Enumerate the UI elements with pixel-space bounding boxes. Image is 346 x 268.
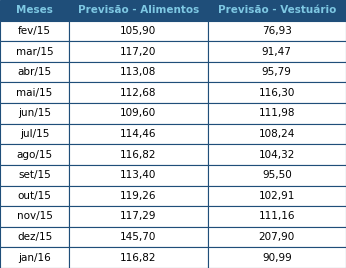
Bar [0,41,69,62]
Bar [0,247,69,268]
Text: jul/15: jul/15 [20,129,49,139]
Bar [0,103,69,124]
Bar [0,144,69,165]
Bar [0,165,69,185]
Bar [69,227,208,247]
Bar [0,124,69,144]
Bar [69,185,208,206]
Bar [0,62,69,83]
Bar [208,83,346,103]
Text: 112,68: 112,68 [120,88,157,98]
Text: mai/15: mai/15 [17,88,53,98]
Text: set/15: set/15 [18,170,51,180]
Bar [208,62,346,83]
Text: nov/15: nov/15 [17,211,53,221]
Text: 95,79: 95,79 [262,67,292,77]
Text: out/15: out/15 [18,191,52,201]
Text: mar/15: mar/15 [16,47,53,57]
Text: 76,93: 76,93 [262,26,292,36]
Bar [69,247,208,268]
Text: fev/15: fev/15 [18,26,51,36]
Text: 116,82: 116,82 [120,150,157,160]
Bar [208,247,346,268]
Bar [208,165,346,185]
Text: 207,90: 207,90 [259,232,295,242]
Text: 91,47: 91,47 [262,47,292,57]
Text: ago/15: ago/15 [17,150,53,160]
Text: dez/15: dez/15 [17,232,52,242]
Text: 109,60: 109,60 [120,108,156,118]
Text: 116,82: 116,82 [120,253,157,263]
Text: 104,32: 104,32 [258,150,295,160]
Text: 108,24: 108,24 [258,129,295,139]
Text: 117,29: 117,29 [120,211,157,221]
Bar [0,21,69,41]
Text: 145,70: 145,70 [120,232,157,242]
Bar [208,206,346,227]
Text: 119,26: 119,26 [120,191,157,201]
Bar [69,165,208,185]
Text: 105,90: 105,90 [120,26,156,36]
Bar [208,185,346,206]
Bar [69,103,208,124]
Bar [208,41,346,62]
Bar [69,21,208,41]
Text: Previsão - Alimentos: Previsão - Alimentos [78,5,199,15]
Bar [208,144,346,165]
Bar [208,227,346,247]
Bar [69,206,208,227]
Text: 102,91: 102,91 [258,191,295,201]
Bar [0,206,69,227]
Bar [0,185,69,206]
Bar [69,41,208,62]
Bar [208,21,346,41]
Text: 113,40: 113,40 [120,170,157,180]
Bar [0,227,69,247]
Text: 111,98: 111,98 [258,108,295,118]
Bar [208,124,346,144]
Text: 114,46: 114,46 [120,129,157,139]
Bar [208,0,346,21]
Text: 95,50: 95,50 [262,170,292,180]
Text: Previsão - Vestuário: Previsão - Vestuário [218,5,336,15]
Text: Meses: Meses [16,5,53,15]
Bar [69,62,208,83]
Text: 113,08: 113,08 [120,67,157,77]
Bar [69,144,208,165]
Bar [0,0,69,21]
Bar [208,103,346,124]
Text: jun/15: jun/15 [18,108,51,118]
Text: 90,99: 90,99 [262,253,292,263]
Text: 111,16: 111,16 [258,211,295,221]
Text: jan/16: jan/16 [18,253,51,263]
Bar [69,83,208,103]
Bar [69,124,208,144]
Text: 116,30: 116,30 [258,88,295,98]
Bar [69,0,208,21]
Text: 117,20: 117,20 [120,47,157,57]
Bar [0,83,69,103]
Text: abr/15: abr/15 [18,67,52,77]
